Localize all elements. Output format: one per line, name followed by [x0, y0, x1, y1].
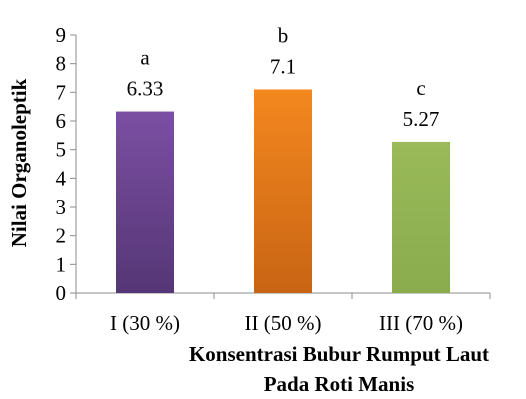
y-tick-label: 5 [56, 138, 67, 162]
y-tick-label: 2 [56, 224, 67, 248]
y-axis: 0 1 2 3 4 5 6 7 8 9 [56, 23, 77, 305]
bar [254, 89, 312, 293]
y-tick-label: 8 [56, 52, 67, 76]
y-tick-label: 0 [56, 281, 67, 305]
bar [116, 111, 174, 293]
bars [116, 89, 450, 293]
y-tick-label: 6 [56, 109, 67, 133]
significance-letter: a [140, 46, 150, 70]
x-axis-title-line-2: Pada Roti Manis [264, 372, 415, 396]
x-tick-label: III (70 %) [379, 311, 463, 335]
value-label: 5.27 [403, 107, 440, 131]
y-tick-label: 7 [56, 80, 67, 104]
significance-letter: b [278, 23, 289, 47]
significance-letter: c [416, 76, 425, 100]
y-tick-label: 1 [56, 252, 67, 276]
y-tick-label: 9 [56, 23, 67, 47]
x-axis: I (30 %) II (50 %) III (70 %) [75, 292, 491, 335]
value-label: 6.33 [127, 77, 164, 101]
value-label: 7.1 [270, 54, 296, 78]
x-tick-label: II (50 %) [245, 311, 322, 335]
y-axis-title: Nilai Organoleptik [7, 78, 31, 247]
x-tick-label: I (30 %) [110, 311, 180, 335]
y-tick-label: 4 [56, 166, 67, 190]
x-axis-title-line-1: Konsentrasi Bubur Rumput Laut [189, 342, 489, 366]
data-labels: 6.33 a 7.1 b 5.27 c [127, 23, 440, 130]
y-tick-label: 3 [56, 195, 67, 219]
bar [392, 141, 450, 293]
